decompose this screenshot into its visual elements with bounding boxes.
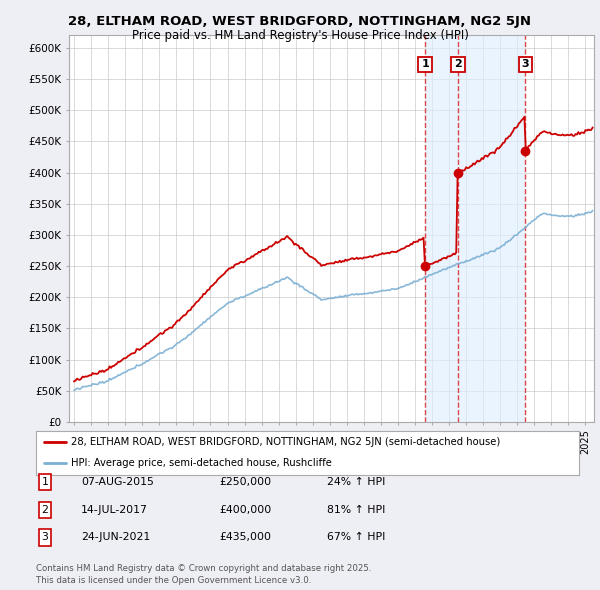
Text: 2: 2 xyxy=(454,60,462,70)
Text: 1: 1 xyxy=(41,477,49,487)
Text: 1: 1 xyxy=(421,60,429,70)
Text: 07-AUG-2015: 07-AUG-2015 xyxy=(81,477,154,487)
Text: 24% ↑ HPI: 24% ↑ HPI xyxy=(327,477,385,487)
Text: 24-JUN-2021: 24-JUN-2021 xyxy=(81,533,150,542)
Text: 28, ELTHAM ROAD, WEST BRIDGFORD, NOTTINGHAM, NG2 5JN: 28, ELTHAM ROAD, WEST BRIDGFORD, NOTTING… xyxy=(68,15,532,28)
Text: 2: 2 xyxy=(41,505,49,514)
Text: £250,000: £250,000 xyxy=(219,477,271,487)
Text: 3: 3 xyxy=(521,60,529,70)
Text: £400,000: £400,000 xyxy=(219,505,271,514)
Text: 14-JUL-2017: 14-JUL-2017 xyxy=(81,505,148,514)
Text: Contains HM Land Registry data © Crown copyright and database right 2025.
This d: Contains HM Land Registry data © Crown c… xyxy=(36,565,371,585)
Text: 67% ↑ HPI: 67% ↑ HPI xyxy=(327,533,385,542)
Text: 3: 3 xyxy=(41,533,49,542)
Text: £435,000: £435,000 xyxy=(219,533,271,542)
Text: 28, ELTHAM ROAD, WEST BRIDGFORD, NOTTINGHAM, NG2 5JN (semi-detached house): 28, ELTHAM ROAD, WEST BRIDGFORD, NOTTING… xyxy=(71,437,500,447)
Text: HPI: Average price, semi-detached house, Rushcliffe: HPI: Average price, semi-detached house,… xyxy=(71,458,332,467)
Bar xyxy=(425,35,526,422)
Text: 81% ↑ HPI: 81% ↑ HPI xyxy=(327,505,385,514)
Text: Price paid vs. HM Land Registry's House Price Index (HPI): Price paid vs. HM Land Registry's House … xyxy=(131,30,469,42)
